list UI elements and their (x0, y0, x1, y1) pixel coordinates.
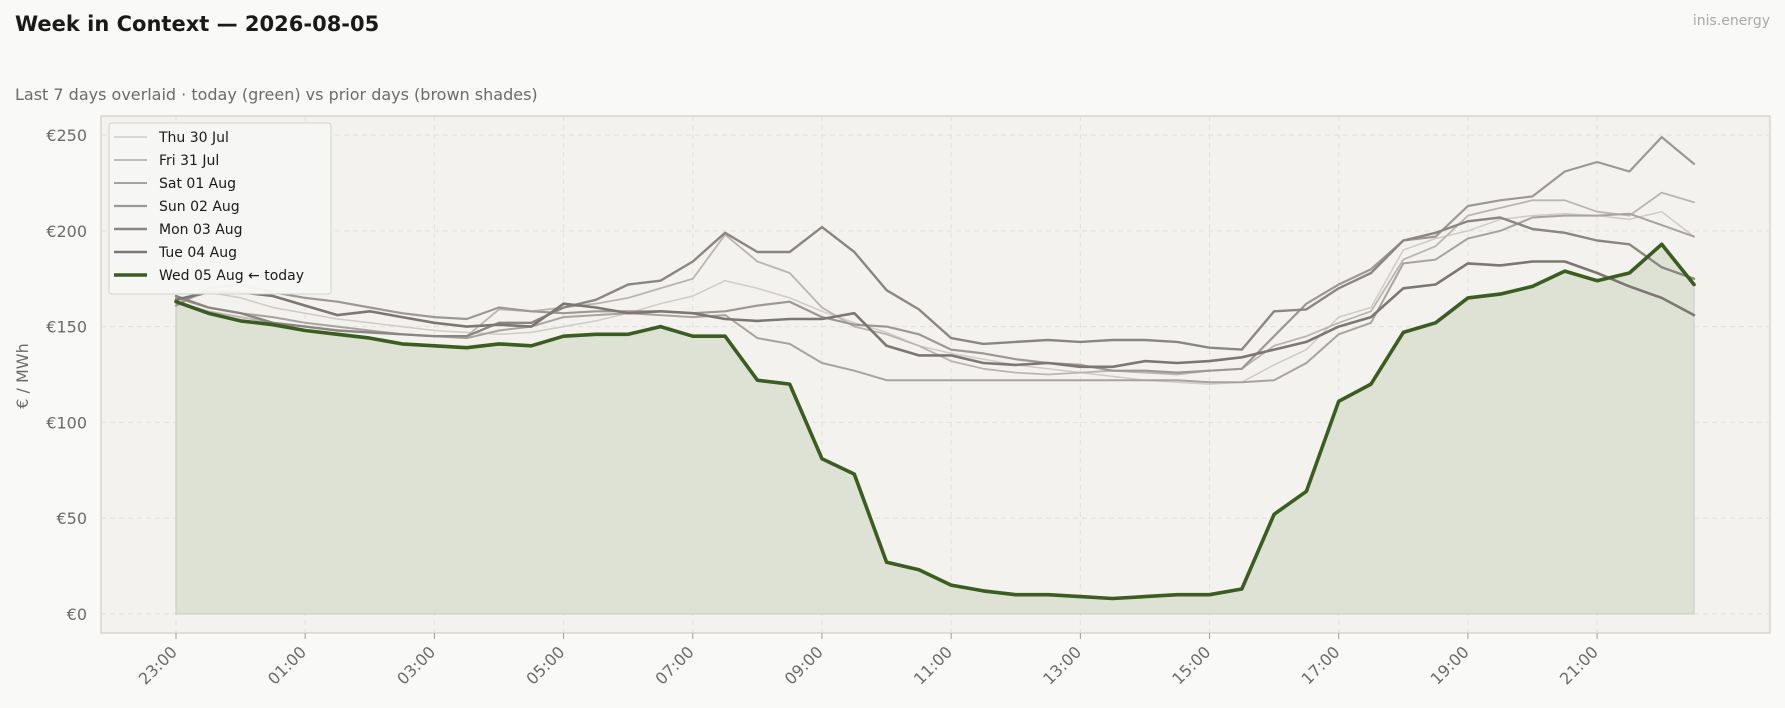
brand-label: inis.energy (1692, 13, 1770, 29)
chart-subtitle: Last 7 days overlaid · today (green) vs … (15, 85, 538, 104)
x-tick-label: 07:00 (652, 642, 698, 688)
page-title: Week in Context — 2026-08-05 (15, 12, 380, 36)
y-tick-label: €250 (46, 126, 87, 145)
legend-entry: Sat 01 Aug (159, 176, 236, 192)
legend-entry: Mon 03 Aug (159, 222, 243, 238)
y-tick-label: €150 (46, 318, 87, 337)
x-tick-label: 05:00 (522, 642, 568, 688)
x-tick-label: 13:00 (1039, 642, 1085, 688)
legend-entry: Tue 04 Aug (158, 245, 237, 261)
x-tick-label: 11:00 (910, 642, 956, 688)
x-tick-label: 01:00 (264, 642, 310, 688)
legend-entry: Wed 05 Aug ← today (159, 268, 304, 284)
x-tick-label: 03:00 (393, 642, 439, 688)
x-axis: 23:00 01:00 03:00 05:00 07:00 09:00 11:00 13:00… (135, 633, 1602, 688)
x-tick-label: 09:00 (781, 642, 827, 688)
y-tick-label: €50 (56, 509, 87, 528)
y-tick-label: €200 (46, 222, 87, 241)
legend-box (108, 122, 332, 295)
x-tick-label: 15:00 (1168, 642, 1214, 688)
legend-entry: Thu 30 Jul (158, 130, 229, 146)
x-tick-label: 21:00 (1556, 642, 1602, 688)
series-line (175, 210, 1695, 385)
x-tick-label: 17:00 (1298, 642, 1344, 688)
series-line (174, 216, 1696, 351)
y-axis: €0 €50 €100 €150 €200 €250 (46, 126, 87, 624)
x-tick-label: 23:00 (135, 642, 181, 688)
y-tick-label: €100 (46, 413, 87, 432)
series-lines (174, 136, 1696, 601)
series-line (174, 260, 1696, 369)
y-axis-label: € / MWh (13, 343, 32, 409)
x-tick-label: 19:00 (1427, 642, 1473, 688)
legend: Thu 30 Jul Fri 31 Jul Sat 01 Aug Sun 02 Aug… (108, 122, 332, 295)
legend-entry: Fri 31 Jul (159, 153, 219, 169)
y-tick-label: €0 (67, 605, 87, 624)
series-line-today (174, 242, 1696, 601)
legend-entry: Sun 02 Aug (159, 199, 240, 215)
